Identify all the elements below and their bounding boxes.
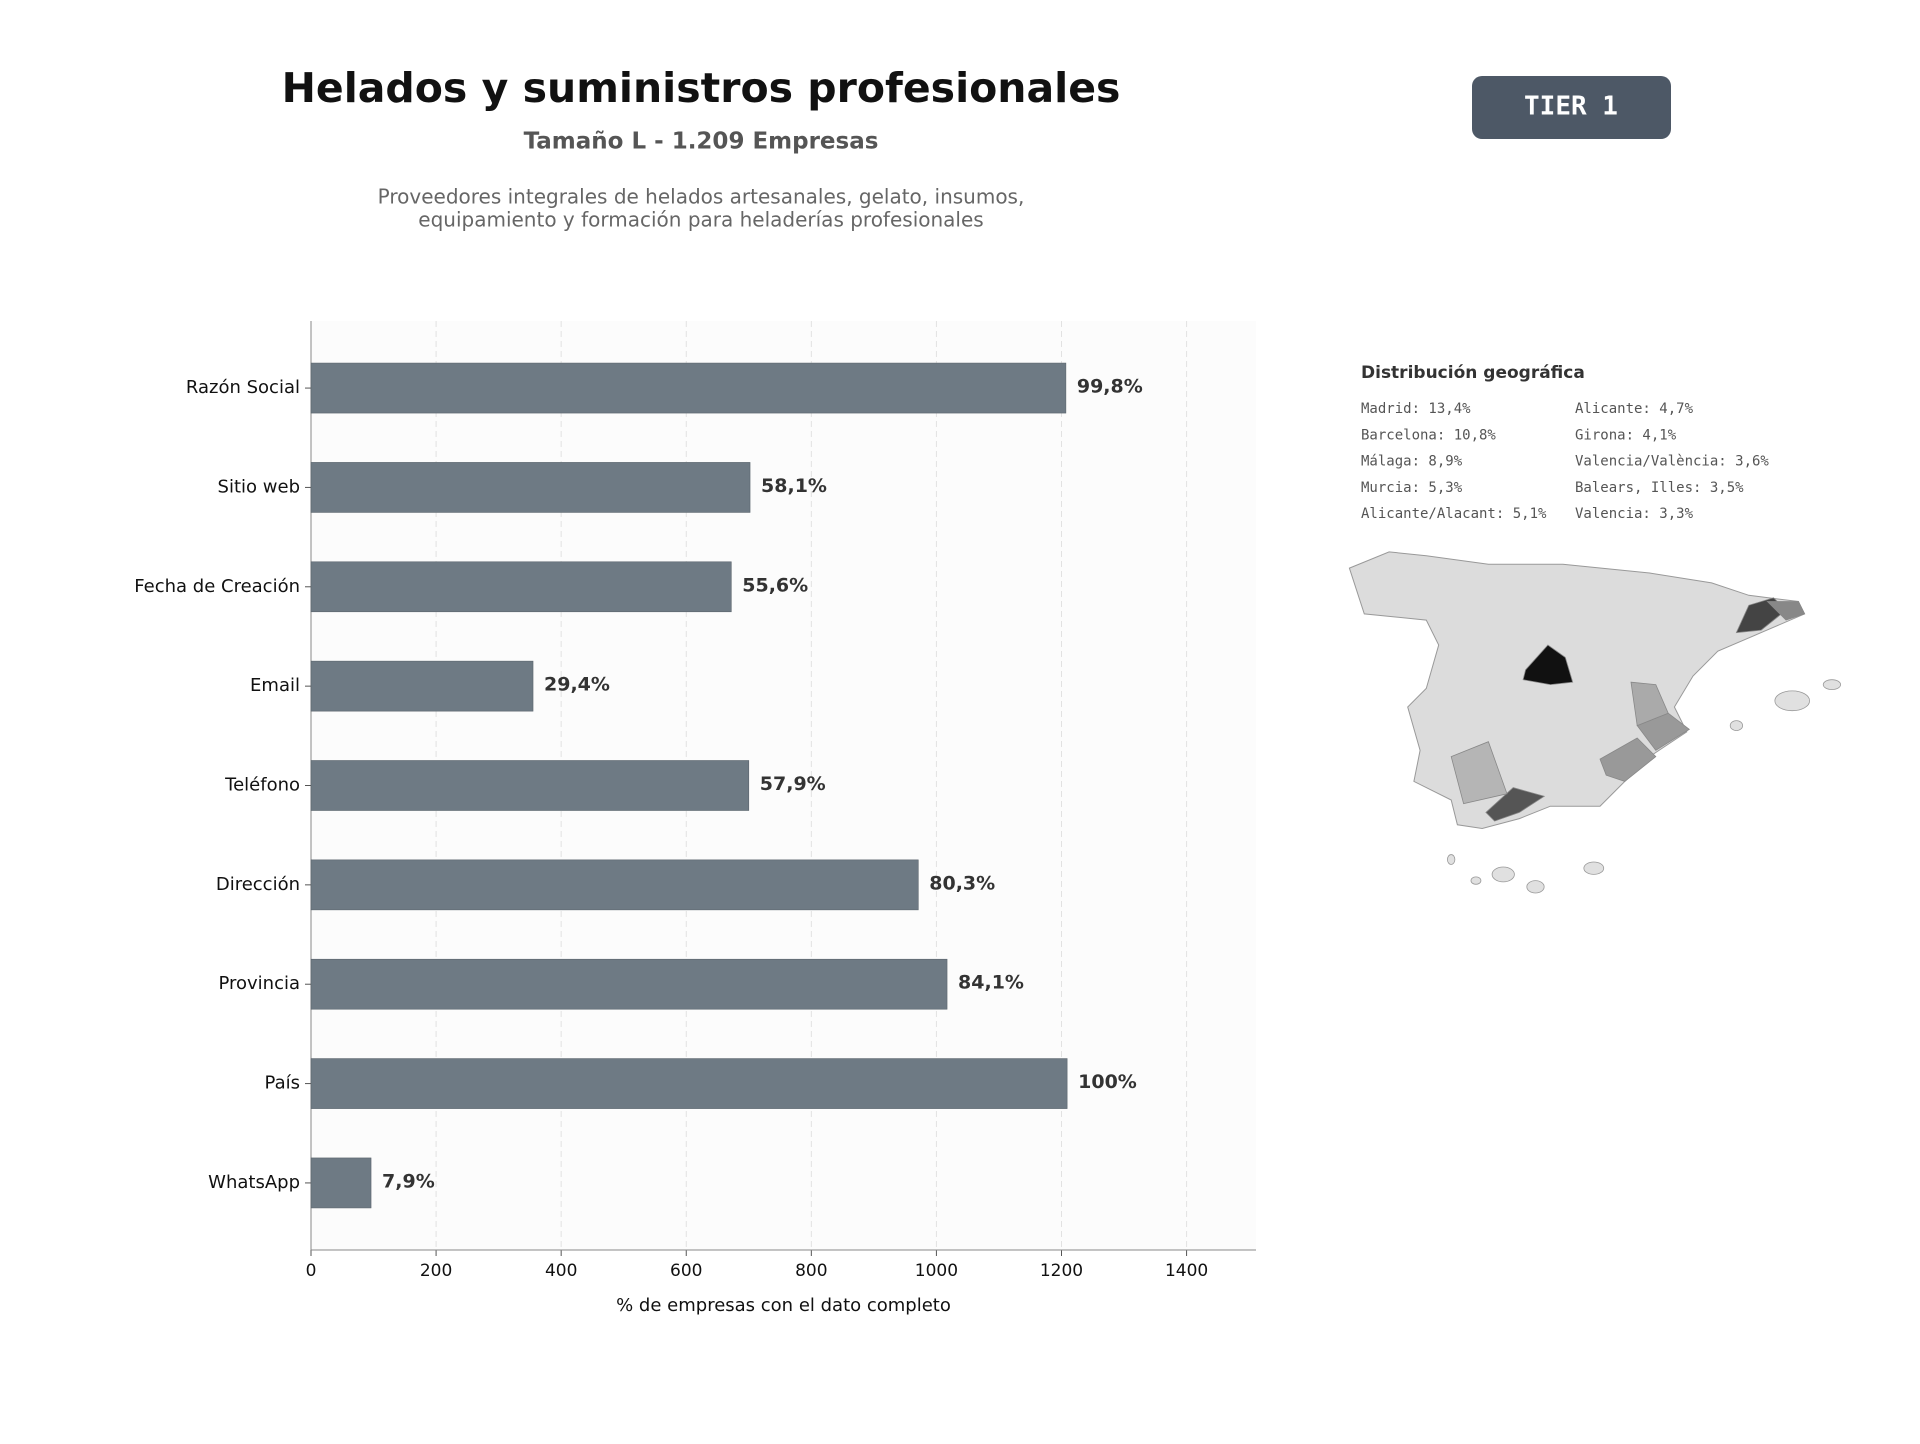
geo-item: Valencia: 3,3% <box>1575 506 1694 522</box>
y-tick-label: Fecha de Creación <box>134 576 300 597</box>
value-label: 55,6% <box>742 574 808 596</box>
bar <box>310 561 732 613</box>
geo-item: Balears, Illes: 3,5% <box>1575 480 1744 496</box>
bar <box>310 760 750 811</box>
geo-item: Girona: 4,1% <box>1575 427 1677 443</box>
geo-item: Barcelona: 10,8% <box>1361 427 1496 443</box>
x-tick-label: 1000 <box>915 1261 958 1281</box>
title: Helados y suministros profesionales <box>282 64 1121 112</box>
map-island <box>1729 720 1744 731</box>
x-tick-label: 400 <box>545 1261 577 1281</box>
y-tick-label: Email <box>250 675 300 696</box>
value-label: 29,4% <box>544 674 610 696</box>
y-tick-label: Razón Social <box>186 377 300 398</box>
y-tick-label: WhatsApp <box>208 1172 300 1193</box>
map-island <box>1447 854 1456 865</box>
geo-item: Alicante: 4,7% <box>1575 401 1694 417</box>
bar <box>310 462 751 513</box>
value-label: 7,9% <box>382 1170 435 1192</box>
x-axis-label: % de empresas con el dato completo <box>616 1295 951 1316</box>
map-island <box>1470 876 1482 885</box>
bar <box>310 1157 372 1209</box>
map-island <box>1583 861 1605 875</box>
map-region <box>1522 644 1574 686</box>
x-tick-label: 1400 <box>1165 1261 1208 1281</box>
map-island <box>1822 679 1842 691</box>
y-tick-label: País <box>265 1073 300 1094</box>
map-region <box>1599 737 1657 782</box>
x-tick-label: 200 <box>420 1261 452 1281</box>
value-label: 58,1% <box>761 475 827 497</box>
geo-item: Madrid: 13,4% <box>1361 401 1471 417</box>
x-tick-label: 0 <box>306 1261 317 1281</box>
value-label: 80,3% <box>929 872 995 894</box>
geo-item: Málaga: 8,9% <box>1361 454 1463 470</box>
map-island <box>1774 690 1810 712</box>
bar <box>310 660 534 712</box>
map-region <box>1450 741 1508 805</box>
x-tick-label: 600 <box>670 1261 702 1281</box>
map-region <box>1630 681 1669 727</box>
y-tick-label: Provincia <box>218 973 300 994</box>
bar <box>310 1058 1068 1109</box>
map-outline <box>1348 551 1806 830</box>
map-region <box>1485 787 1546 822</box>
y-tick-label: Teléfono <box>224 775 300 796</box>
badge-text: TIER 1 <box>1524 92 1618 122</box>
map-island <box>1526 880 1545 894</box>
map-island <box>1491 866 1515 883</box>
value-label: 57,9% <box>760 773 826 795</box>
value-label: 100% <box>1078 1071 1137 1093</box>
y-tick-label: Sitio web <box>218 476 300 497</box>
x-tick-label: 800 <box>795 1261 827 1281</box>
description: Proveedores integrales de helados artesa… <box>378 185 1025 209</box>
bar <box>310 362 1067 414</box>
geo-item: Murcia: 5,3% <box>1361 480 1463 496</box>
bar <box>310 859 919 911</box>
geo-title: Distribución geográfica <box>1361 363 1585 383</box>
geo-item: Valencia/València: 3,6% <box>1575 454 1769 470</box>
value-label: 84,1% <box>958 972 1024 994</box>
subtitle: Tamaño L - 1.209 Empresas <box>524 129 879 155</box>
y-tick-label: Dirección <box>216 874 300 895</box>
bar <box>310 958 948 1010</box>
map <box>1348 551 1842 894</box>
description: equipamiento y formación para heladerías… <box>418 208 983 232</box>
geo-item: Alicante/Alacant: 5,1% <box>1361 506 1547 522</box>
map-region <box>1766 601 1806 621</box>
value-label: 99,8% <box>1077 376 1143 398</box>
x-tick-label: 1200 <box>1040 1261 1083 1281</box>
badge <box>1472 76 1671 139</box>
